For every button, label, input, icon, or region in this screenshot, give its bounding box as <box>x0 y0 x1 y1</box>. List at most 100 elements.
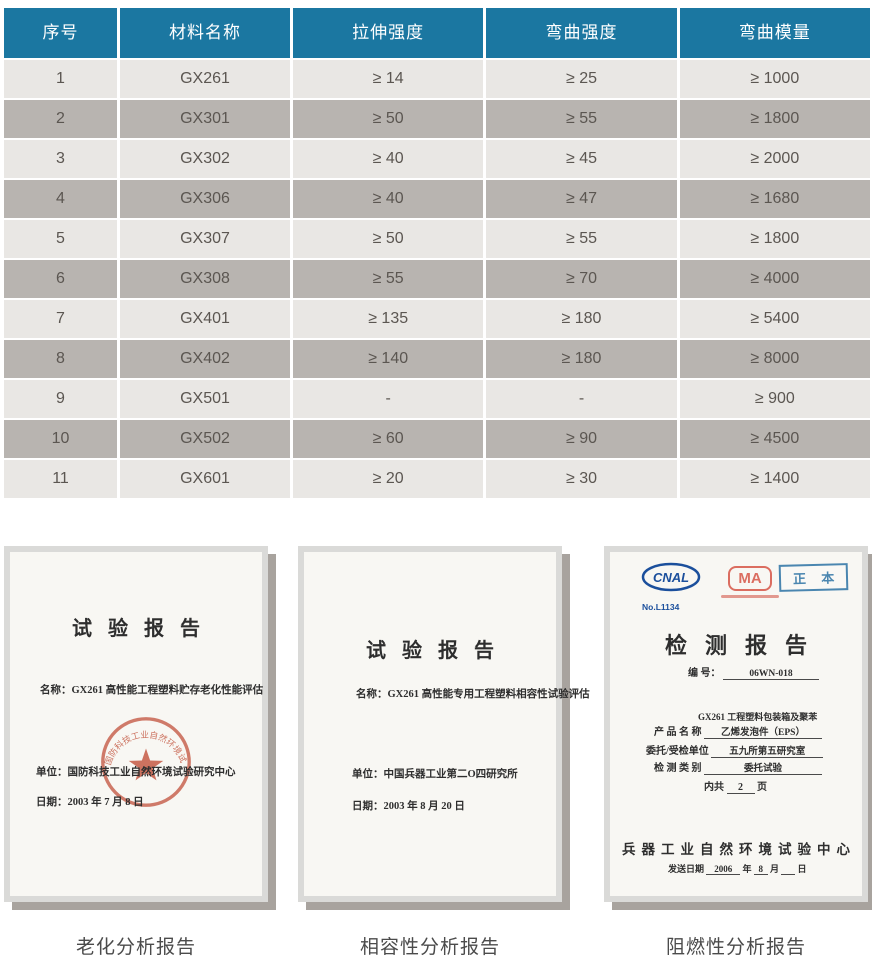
doc-name-label: 名称： <box>356 689 388 700</box>
material-spec-table: 序号 材料名称 拉伸强度 弯曲强度 弯曲模量 1 GX261 ≥ 14 ≥ 25 ≥ 1000 2 G… <box>4 8 870 498</box>
doc-name-label: 名称： <box>40 685 72 696</box>
doc-title: 试验报告 <box>72 618 216 640</box>
table-cell-r1-c4: ≥ 1000 <box>679 60 870 98</box>
table-cell-r4-c2: ≥ 40 <box>293 180 484 218</box>
table-cell-r2-c2: ≥ 50 <box>293 100 484 138</box>
doc-name-value: GX261 高性能工程塑料贮存老化性能评估 <box>71 685 264 696</box>
issue-month: 8 <box>753 864 768 875</box>
table-header-cell-0: 序号 <box>4 8 117 58</box>
client-label: 委托/受检单位 <box>646 746 709 757</box>
cnal-text: CNAL <box>653 570 689 585</box>
table-cell-r3-c1: GX302 <box>120 140 290 178</box>
table-header-cell-1: 材料名称 <box>120 8 290 58</box>
table-cell-r10-c0: 10 <box>4 420 117 458</box>
product-name-line1: GX261 工程塑料包装箱及聚苯 <box>698 712 818 722</box>
table-cell-r1-c3: ≥ 25 <box>486 60 677 98</box>
table-cell-r9-c3: - <box>486 380 677 418</box>
caption-aging-report: 老化分析报告 <box>75 937 196 958</box>
table-cell-r1-c2: ≥ 14 <box>293 60 484 98</box>
table-header-cell-2: 拉伸强度 <box>293 8 484 58</box>
table-cell-r7-c1: GX401 <box>120 300 290 338</box>
cnal-logo: CNAL No.L1134 <box>636 562 706 612</box>
doc-date-value: 2003 年 8 月 20 日 <box>383 801 465 812</box>
doc-org-label: 单位： <box>352 769 384 780</box>
table-cell-r3-c2: ≥ 40 <box>293 140 484 178</box>
table-cell-r4-c3: ≥ 47 <box>486 180 677 218</box>
table-cell-r2-c3: ≥ 55 <box>486 100 677 138</box>
doc-date-label: 日期： <box>352 801 384 812</box>
doc-title: 检测报告 <box>664 633 825 658</box>
table-cell-r2-c1: GX301 <box>120 100 290 138</box>
table-cell-r6-c0: 6 <box>4 260 117 298</box>
doc3-issuer: 兵器工业自然环境试验中心 <box>622 842 856 857</box>
issue-year-suffix: 年 <box>742 864 752 874</box>
table-cell-r2-c4: ≥ 1800 <box>679 100 870 138</box>
table-cell-r9-c0: 9 <box>4 380 117 418</box>
table-cell-r5-c1: GX307 <box>120 220 290 258</box>
category-label: 检 测 类 别 <box>654 763 702 774</box>
red-seal-stamp: 国防科技工业自然环境试验研究中心 <box>98 714 191 807</box>
doc-date-value: 2003 年 7 月 8 日 <box>67 797 144 808</box>
report-thumbnails: 试验报告 名称：GX261 高性能工程塑料贮存老化性能评估 国防科技工业自然环境… <box>0 546 872 926</box>
table-cell-r6-c2: ≥ 55 <box>293 260 484 298</box>
doc-org-label: 单位： <box>36 767 68 778</box>
table-cell-r9-c4: ≥ 900 <box>679 380 870 418</box>
table-cell-r1-c0: 1 <box>4 60 117 98</box>
table-cell-r7-c0: 7 <box>4 300 117 338</box>
client-value: 五九所第五研究室 <box>711 743 824 758</box>
table-cell-r9-c1: GX501 <box>120 380 290 418</box>
table-cell-r6-c1: GX308 <box>120 260 290 298</box>
table-header-cell-3: 弯曲强度 <box>486 8 677 58</box>
pages-prefix: 内共 <box>704 782 724 793</box>
table-header-cell-4: 弯曲模量 <box>679 8 870 58</box>
caption-flammability-report: 阻燃性分析报告 <box>665 937 806 958</box>
issue-year: 2006 <box>706 864 741 875</box>
caption-compatibility-report: 相容性分析报告 <box>359 937 500 958</box>
table-cell-r11-c4: ≥ 1400 <box>679 460 870 498</box>
category-value: 委托试验 <box>704 760 822 775</box>
cnal-number: No.L1134 <box>642 602 680 612</box>
doc-org-value: 国防科技工业自然环境试验研究中心 <box>67 767 236 778</box>
table-cell-r9-c2: - <box>293 380 484 418</box>
cma-serial-illegible <box>721 595 779 598</box>
table-cell-r4-c4: ≥ 1680 <box>679 180 870 218</box>
table-cell-r7-c2: ≥ 135 <box>293 300 484 338</box>
table-cell-r8-c4: ≥ 8000 <box>679 340 870 378</box>
doc-card-compatibility-report: 试验报告 名称：GX261 高性能专用工程塑料相容性试验评估 单位：中国兵器工业… <box>298 546 590 902</box>
table-cell-r4-c0: 4 <box>4 180 117 218</box>
table-cell-r11-c2: ≥ 20 <box>293 460 484 498</box>
table-cell-r8-c0: 8 <box>4 340 117 378</box>
table-cell-r11-c1: GX601 <box>120 460 290 498</box>
cma-mark-icon: MA <box>728 566 772 591</box>
product-label: 产 品 名 称 <box>654 727 702 738</box>
table-cell-r8-c3: ≥ 180 <box>486 340 677 378</box>
table-cell-r10-c3: ≥ 90 <box>486 420 677 458</box>
table-cell-r8-c1: GX402 <box>120 340 290 378</box>
doc-name-value: GX261 高性能专用工程塑料相容性试验评估 <box>387 689 590 700</box>
serial-label: 编 号： <box>688 668 721 679</box>
doc-title: 试验报告 <box>366 640 510 662</box>
table-cell-r7-c4: ≥ 5400 <box>679 300 870 338</box>
table-cell-r3-c3: ≥ 45 <box>486 140 677 178</box>
issue-date-label: 发送日期 <box>668 864 705 874</box>
issue-day <box>781 864 796 875</box>
table-cell-r3-c4: ≥ 2000 <box>679 140 870 178</box>
table-cell-r2-c0: 2 <box>4 100 117 138</box>
table-cell-r5-c2: ≥ 50 <box>293 220 484 258</box>
pages-suffix: 页 <box>757 782 767 793</box>
table-cell-r10-c2: ≥ 60 <box>293 420 484 458</box>
doc-card-aging-report: 试验报告 名称：GX261 高性能工程塑料贮存老化性能评估 国防科技工业自然环境… <box>4 546 268 902</box>
doc-org-value: 中国兵器工业第二O四研究所 <box>383 769 518 780</box>
table-cell-r6-c4: ≥ 4000 <box>679 260 870 298</box>
seal-star <box>128 748 164 781</box>
doc-date-label: 日期： <box>36 797 68 808</box>
table-cell-r3-c0: 3 <box>4 140 117 178</box>
table-cell-r5-c0: 5 <box>4 220 117 258</box>
table-cell-r10-c4: ≥ 4500 <box>679 420 870 458</box>
table-cell-r4-c1: GX306 <box>120 180 290 218</box>
original-copy-stamp: 正 本 <box>778 563 849 592</box>
issue-day-suffix: 日 <box>797 864 807 874</box>
table-cell-r1-c1: GX261 <box>120 60 290 98</box>
table-cell-r7-c3: ≥ 180 <box>486 300 677 338</box>
product-name-line2: 乙烯发泡件（EPS） <box>704 724 822 739</box>
